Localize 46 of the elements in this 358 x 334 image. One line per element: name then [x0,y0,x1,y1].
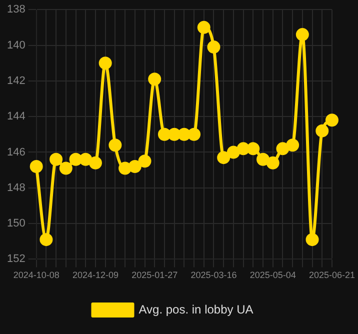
point [30,160,43,173]
point [256,152,270,166]
y-tick-label: 146 [6,146,26,158]
point [98,56,112,70]
y-tick-label: 144 [6,110,26,123]
legend-label: Avg. pos. in lobby UA [138,302,254,316]
point [40,233,53,246]
point [306,233,319,246]
point [178,128,191,141]
point [286,138,300,152]
point [108,138,122,152]
point [69,152,82,166]
point [138,154,152,168]
point [168,128,181,141]
point [246,142,260,156]
point [316,124,329,138]
point [226,146,240,159]
point [158,128,171,141]
point [236,142,250,156]
x-tick-label: 2025-05-04 [250,270,296,280]
point [148,72,162,86]
point [188,128,201,141]
y-tick-label: 150 [6,218,26,230]
point [217,151,230,164]
y-tick-label: 148 [6,182,26,194]
point [79,152,92,166]
point [88,156,102,170]
point [266,156,280,170]
point [197,20,210,34]
y-tick-label: 138 [6,4,26,16]
x-tick-label: 2025-06-21 [308,270,356,280]
point [207,40,220,54]
point [128,160,142,173]
point [50,152,63,166]
x-tick-label: 2025-01-27 [132,270,178,280]
point [118,162,132,175]
y-tick-label: 152 [6,253,26,266]
x-tick-label: 2024-12-09 [72,270,118,280]
y-tick-label: 142 [6,74,26,87]
x-tick-label: 2025-03-16 [190,270,237,280]
y-tick-label: 140 [6,39,26,52]
point [276,142,290,156]
point [296,28,309,42]
point [59,162,72,175]
x-tick-label: 2024-10-08 [13,270,60,280]
point [325,114,338,127]
